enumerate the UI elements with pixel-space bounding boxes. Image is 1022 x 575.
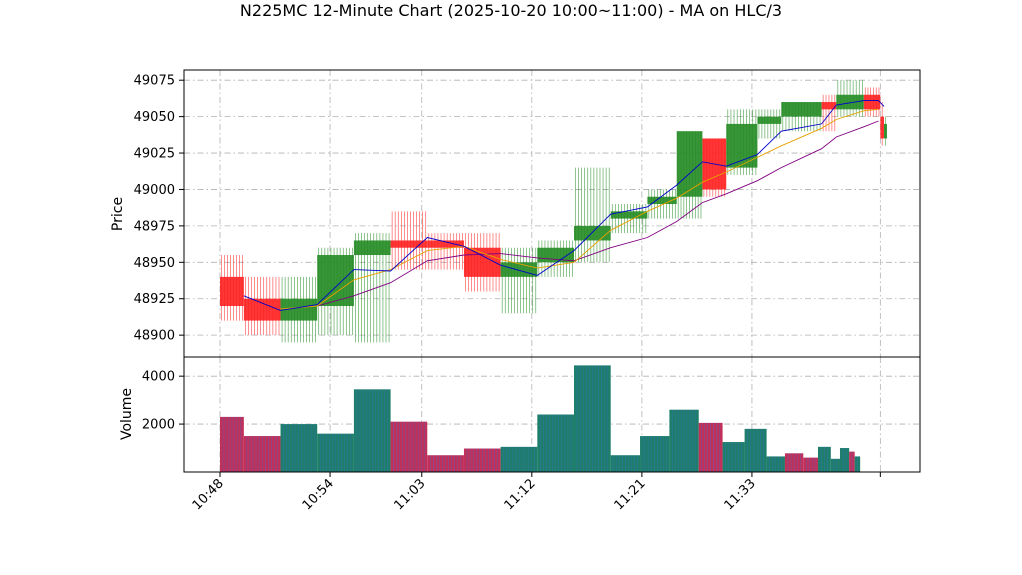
candle [757,109,782,139]
candle-body [726,123,758,168]
candle-body [757,116,782,124]
price-axis-label: Price [110,197,126,231]
candle-body [390,240,428,248]
volume-bar-rect [722,442,745,472]
volume-bar-rect [744,428,767,472]
chart-title: N225MC 12-Minute Chart (2025-10-20 10:00… [240,1,782,20]
price-tick-label: 49025 [134,147,175,162]
volume-bar [784,453,804,472]
price-tick-label: 49050 [134,110,175,125]
volume-bar-rect [830,458,840,472]
price-panel: 48900 48925 48950 48975 49000 49025 49050 49075… [110,69,921,358]
volume-bar [698,422,723,472]
candle [726,109,758,175]
ma-mid-line [280,108,879,310]
candle-body [353,240,391,256]
x-tick-label: 11:12 [502,476,539,513]
volume-tick-label: 2000 [142,418,175,433]
candle [280,276,318,343]
candle [836,80,864,117]
volume-bar [854,456,861,472]
x-tick-label: 11:21 [612,476,649,513]
volume-bar [243,436,281,472]
volume-bar [839,448,850,472]
candle-body [821,102,837,110]
price-tick-label: 48900 [134,329,175,344]
x-tick-label: 10:54 [300,476,337,513]
candle-body [500,262,538,277]
candle [220,255,244,321]
volume-bar [280,424,318,472]
volume-bar [537,414,575,472]
candle-body [884,123,887,139]
volume-bar-rect [839,448,850,472]
price-tick-label: 49000 [134,183,175,198]
candle-body [610,211,648,219]
volume-bar [766,456,785,472]
candle-body [880,116,884,139]
candle [863,87,881,117]
candle [317,247,354,336]
x-tick-label: 10:48 [190,476,227,513]
candle-body [427,240,464,248]
candle-body [574,225,611,241]
volume-frame [183,356,921,473]
candle [676,131,703,219]
volume-tick-label: 4000 [142,370,175,385]
candle-body [280,298,318,321]
candle [353,233,391,343]
candle-body [676,131,703,197]
x-tick-label: 11:03 [391,476,428,513]
candle-body [863,94,881,110]
candle-body [836,94,864,110]
x-tick-label: 11:33 [722,476,759,513]
candle [427,233,464,270]
volume-axis-label: Volume [119,388,135,440]
volume-bar [849,451,855,472]
candle-body [647,196,677,205]
candle [781,102,822,132]
candle [574,167,611,263]
volume-bar [669,409,699,472]
price-tick-label: 49075 [134,74,175,89]
price-tick-label: 48975 [134,219,175,234]
volume-bar [610,455,641,472]
volume-bar [744,428,767,472]
volume-panel: 2000 4000 Volume [119,356,921,473]
volume-bar [317,433,354,472]
volume-bar [353,389,391,472]
volume-bar [427,455,464,472]
volume-bar [463,448,501,472]
ma-short-line [243,100,885,311]
candle [821,94,837,132]
volume-bar [830,458,840,472]
candle [880,102,884,146]
candle [390,211,428,270]
candle [884,116,887,146]
volume-bar [574,365,611,472]
volume-bar-rect [803,457,818,472]
volume-bar [390,421,428,472]
volume-bar [817,446,831,472]
candle [243,276,281,336]
candle-body [317,255,354,307]
volume-bar [803,457,818,472]
ma-long-line [317,120,879,307]
price-tick-label: 48925 [134,292,175,307]
volume-bar [640,436,670,472]
volume-bar [220,416,244,472]
volume-bar [722,442,745,472]
candle-body [781,102,822,117]
price-tick-label: 48950 [134,256,175,271]
candle [702,138,727,197]
candle-body [220,276,244,307]
volume-bar [500,446,538,472]
candle-body [243,298,281,321]
x-axis: 10:48 10:54 11:03 11:12 11:21 11:33 [190,472,881,513]
